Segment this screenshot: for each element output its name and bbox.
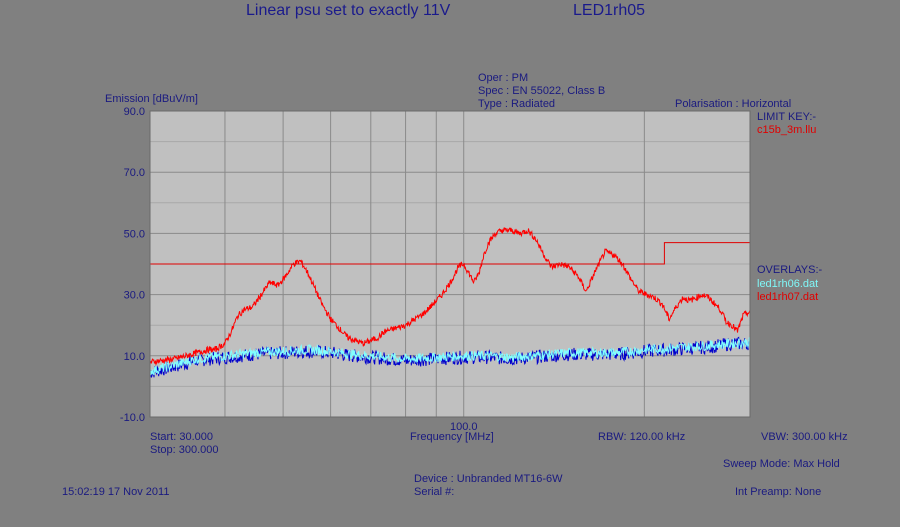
- y-tick-label: 70.0: [124, 167, 145, 179]
- sweep-mode-label: Sweep Mode: Max Hold: [723, 458, 840, 470]
- axis-ticks: 90.0 70.0 50.0 30.0 10.0 -10.0 100.0: [120, 106, 478, 433]
- stop-freq: Stop: 300.000: [150, 444, 219, 456]
- limit-file-label: c15b_3m.llu: [757, 124, 817, 136]
- overlay-2-label: led1rh07.dat: [757, 291, 819, 303]
- overlay-blue-trace: [149, 336, 751, 378]
- type-label: Type : Radiated: [478, 98, 556, 110]
- polarisation-label: Polarisation : Horizontal: [675, 98, 792, 110]
- y-tick-label: 50.0: [124, 228, 145, 240]
- plot-border: [149, 110, 751, 418]
- serial-label: Serial #:: [414, 486, 455, 498]
- oper-label: Oper : PM: [478, 72, 529, 84]
- overlays-title: OVERLAYS:-: [757, 264, 823, 276]
- start-freq: Start: 30.000: [150, 431, 213, 443]
- x-tick-label: 100.0: [450, 421, 478, 433]
- timestamp: 15:02:19 17 Nov 2011: [62, 486, 170, 498]
- series-group: [149, 227, 751, 378]
- overlay-cyan-trace: [149, 337, 751, 376]
- limit-key-title: LIMIT KEY:-: [757, 111, 817, 123]
- spec-label: Spec : EN 55022, Class B: [478, 85, 606, 97]
- device-label: Device : Unbranded MT16-6W: [414, 473, 563, 485]
- limit-line: [150, 242, 750, 265]
- preamp-label: Int Preamp: None: [735, 486, 822, 498]
- y-tick-label: 10.0: [124, 351, 145, 363]
- vbw-label: VBW: 300.00 kHz: [761, 431, 848, 443]
- x-axis-label: Frequency [MHz]: [410, 431, 494, 443]
- y-tick-label: 30.0: [124, 290, 145, 302]
- rbw-label: RBW: 120.00 kHz: [598, 431, 686, 443]
- y-tick-label: -10.0: [120, 412, 145, 424]
- y-tick-label: 90.0: [124, 106, 145, 118]
- overlay-1-label: led1rh06.dat: [757, 278, 819, 290]
- chart-title: Linear psu set to exactly 11V: [246, 2, 451, 19]
- y-axis-label: Emission [dBuV/m]: [105, 93, 198, 105]
- file-id: LED1rh05: [573, 2, 646, 19]
- main-red-trace: [149, 227, 751, 367]
